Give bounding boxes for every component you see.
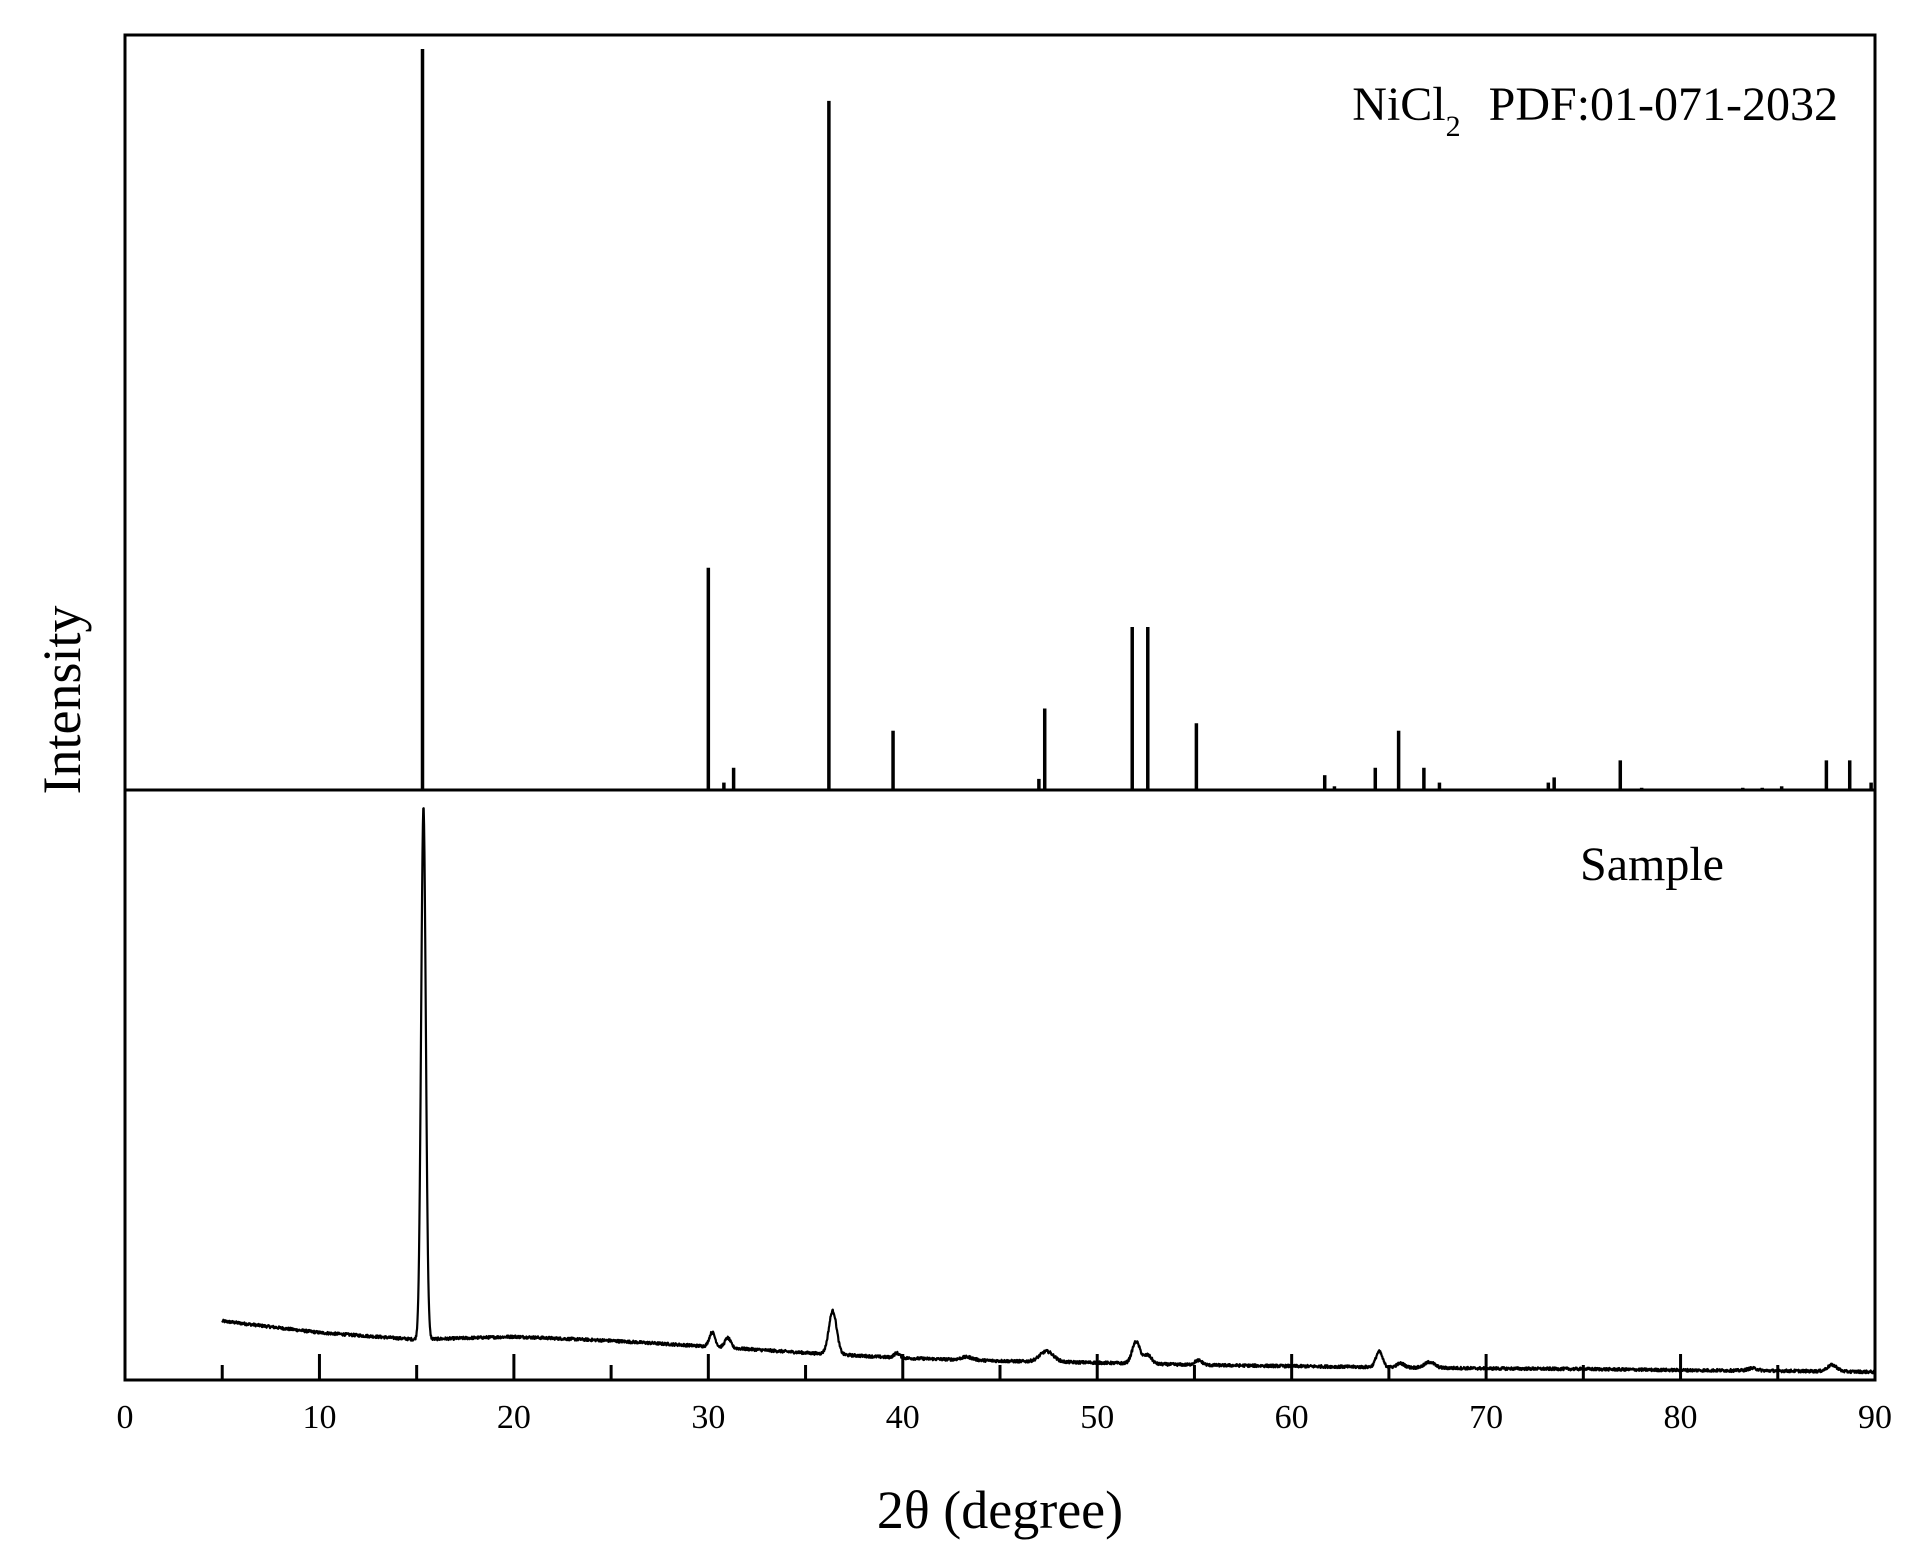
reference-compound-subscript: 2 — [1446, 110, 1461, 143]
x-axis-title: 2θ (degree) — [877, 1480, 1123, 1540]
reference-compound: NiCl — [1352, 78, 1445, 131]
sample-label: Sample — [1580, 838, 1724, 891]
x-tick-label: 0 — [117, 1399, 134, 1436]
x-axis-ticks — [123, 1354, 1877, 1380]
x-tick-label: 30 — [691, 1399, 725, 1436]
x-tick-label: 90 — [1858, 1399, 1892, 1436]
x-axis: 0 10 20 30 40 50 60 70 80 90 2θ (degree) — [117, 1354, 1893, 1540]
x-axis-tick-labels: 0 10 20 30 40 50 60 70 80 90 — [117, 1399, 1893, 1436]
y-axis-title: Intensity — [32, 606, 92, 795]
x-tick-label: 40 — [886, 1399, 920, 1436]
sample-pattern-line — [221, 807, 1877, 1375]
x-tick-label: 80 — [1664, 1399, 1698, 1436]
reference-pdf-number: PDF:01-071-2032 — [1489, 78, 1838, 131]
x-tick-label: 60 — [1275, 1399, 1309, 1436]
x-tick-label: 20 — [497, 1399, 531, 1436]
x-tick-label: 10 — [302, 1399, 336, 1436]
x-tick-label: 50 — [1080, 1399, 1114, 1436]
reference-label: NiCl2 PDF:01-071-2032 — [1352, 78, 1838, 143]
x-tick-label: 70 — [1469, 1399, 1503, 1436]
